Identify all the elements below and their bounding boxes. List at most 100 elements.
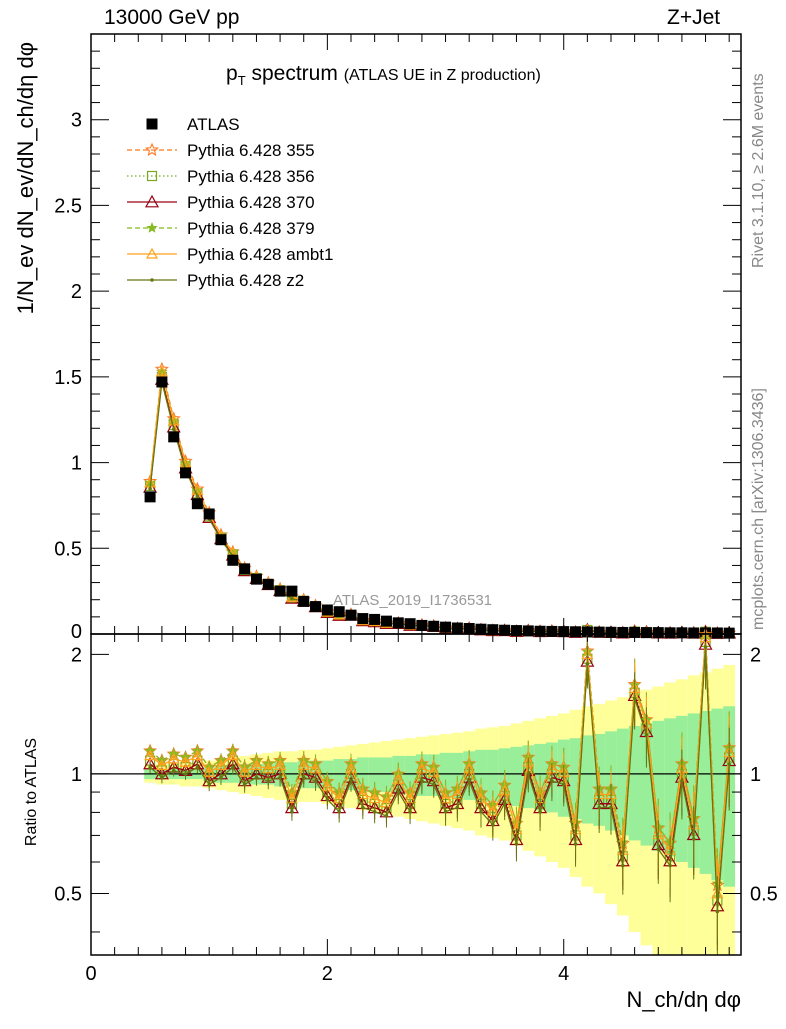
ratio-tick-label-left: 1 [71, 764, 82, 786]
legend-marker [144, 194, 160, 208]
x-axis-label: N_ch/dη dφ [626, 987, 741, 1012]
legend-item: Pythia 6.428 356 [127, 167, 315, 186]
legend-item: Pythia 6.428 370 [127, 193, 315, 212]
ratio-series-marker [337, 809, 341, 814]
legend-label: ATLAS [187, 115, 240, 134]
ratio-series-marker [573, 842, 578, 846]
ratio-series-marker [585, 662, 590, 666]
atlas-data-point [357, 613, 369, 625]
ratio-series-marker [242, 782, 247, 787]
main-series-marker [155, 365, 168, 377]
ratio-series-line [149, 635, 730, 884]
band-green-bin [664, 718, 676, 857]
y-tick-label: 2 [71, 281, 82, 303]
atlas-data-point [369, 613, 381, 625]
legend-item: ATLAS [146, 115, 240, 134]
y-tick-label: 3 [71, 110, 82, 132]
atlas-data-point [640, 627, 652, 639]
legend-item: Pythia 6.428 379 [127, 219, 315, 238]
ratio-series-marker [491, 823, 495, 827]
band-green-bin [569, 738, 582, 819]
legend-item: Pythia 6.428 z2 [127, 271, 304, 290]
ratio-series-marker [313, 779, 318, 783]
title-word: spectrum [251, 62, 338, 85]
ratio-series-marker [550, 779, 554, 783]
band-green-bin [510, 746, 523, 807]
ratio-series-marker [179, 755, 192, 767]
atlas-data-point [570, 626, 582, 638]
ratio-tick-label-right: 0.5 [750, 883, 778, 905]
band-green-bin [333, 759, 346, 791]
ratio-series-marker [301, 775, 306, 780]
ratio-tick-label-right: 2 [750, 644, 761, 666]
atlas-data-point [380, 615, 392, 627]
ratio-tick-label-right: 1 [750, 764, 761, 786]
atlas-data-point [191, 498, 203, 510]
ratio-tick-label-left: 2 [71, 644, 82, 666]
ratio-series-marker [148, 765, 152, 770]
y-tick-label: 2.5 [54, 195, 82, 217]
legend-marker [150, 278, 154, 282]
title-suffix: (ATLAS UE in Z production) [343, 67, 541, 84]
y-tick-label: 1 [71, 453, 82, 475]
ratio-series-marker [231, 765, 235, 770]
ratio-series-marker [502, 801, 507, 806]
atlas-data-point [144, 491, 156, 503]
ratio-series-6 [148, 634, 731, 955]
header-right-label: Z+Jet [667, 6, 721, 29]
band-green-bin [439, 752, 452, 798]
legend-item: Pythia 6.428 ambt1 [127, 245, 333, 264]
band-green-bin [475, 749, 487, 802]
band-green-bin [616, 728, 629, 836]
watermark-label: ATLAS_2019_I1736531 [333, 592, 492, 609]
legend-marker [144, 142, 160, 157]
main-series-marker [171, 427, 176, 432]
legend-label: Pythia 6.428 370 [187, 193, 315, 212]
ratio-series-marker [238, 766, 251, 777]
legend-label: Pythia 6.428 355 [187, 141, 315, 160]
ratio-series-marker [160, 775, 164, 780]
rivet-label: Rivet 3.1.10, ≥ 2.6M events [750, 73, 767, 268]
ratio-series-marker [207, 782, 211, 787]
band-green-bin [404, 755, 416, 794]
atlas-data-point [546, 625, 558, 637]
ratio-series-marker [680, 779, 684, 783]
ratio-series-marker [219, 775, 223, 780]
x-tick-label: 0 [85, 963, 96, 985]
band-green-bin [356, 757, 369, 793]
atlas-data-point [239, 563, 251, 575]
ratio-tick-label-left: 0.5 [54, 883, 82, 905]
ratio-series-marker [656, 847, 661, 851]
ratio-series-marker [254, 775, 259, 780]
mcplots-label: mcplots.cern.ch [arXiv:1306.3436] [750, 388, 767, 630]
legend-marker [146, 170, 158, 182]
ratio-series-marker [278, 775, 282, 780]
band-green-bin [628, 725, 641, 841]
title-main: p [226, 62, 238, 85]
ratio-panel-frame [90, 633, 742, 956]
band-green-bin [581, 735, 594, 824]
atlas-data-point [392, 617, 404, 629]
ratio-series-marker [290, 809, 294, 814]
ratio-series-marker [538, 809, 542, 814]
atlas-data-point [250, 573, 262, 585]
ratio-series-marker [703, 645, 708, 649]
ratio-series-marker [597, 805, 601, 810]
band-green-bin [380, 757, 393, 793]
atlas-data-point [475, 623, 487, 635]
ratio-series-marker [561, 782, 566, 787]
ratio-series-marker [479, 809, 483, 814]
atlas-data-point [180, 467, 192, 479]
ratio-series-marker [266, 779, 271, 783]
x-tick-label: 4 [558, 963, 569, 985]
atlas-data-point [499, 624, 511, 636]
atlas-data-point [404, 618, 416, 630]
ratio-series-marker [155, 759, 168, 771]
legend: ATLAS Pythia 6.428 355 Pythia 6.428 356 Pyt… [127, 115, 333, 290]
ratio-series-marker [514, 842, 519, 846]
atlas-data-point [416, 619, 428, 631]
main-series-marker [290, 596, 294, 601]
ratio-series-marker [727, 762, 731, 766]
